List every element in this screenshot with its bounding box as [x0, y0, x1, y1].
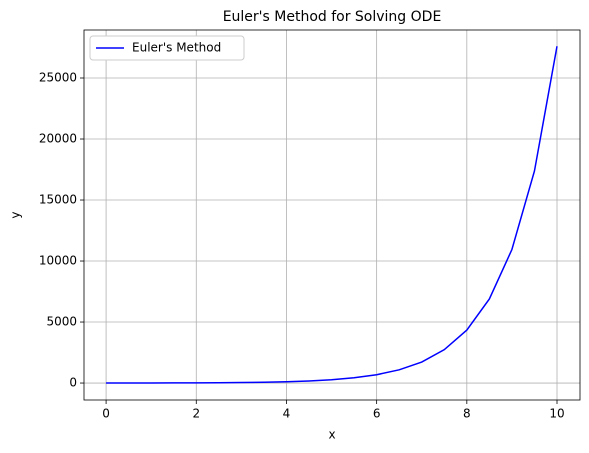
x-tick-label: 8: [463, 407, 471, 421]
y-tick-label: 15000: [39, 193, 77, 207]
x-tick-label: 10: [549, 407, 564, 421]
y-tick-label: 20000: [39, 132, 77, 146]
x-tick-label: 4: [283, 407, 291, 421]
x-tick-label: 2: [192, 407, 200, 421]
y-tick-label: 25000: [39, 71, 77, 85]
y-axis-label: y: [9, 211, 23, 218]
legend-label: Euler's Method: [132, 41, 221, 55]
y-tick-label: 10000: [39, 254, 77, 268]
legend-box: [89, 35, 245, 61]
data-line: [106, 46, 558, 384]
x-tick-label: 6: [373, 407, 381, 421]
x-tick-label: 0: [102, 407, 110, 421]
y-tick-label: 0: [69, 376, 77, 390]
chart-title: Euler's Method for Solving ODE: [223, 9, 442, 25]
x-axis-label: x: [328, 428, 335, 442]
y-tick-label: 5000: [46, 315, 77, 329]
legend: Euler's Method: [89, 35, 245, 61]
plot-frame: [83, 29, 581, 401]
